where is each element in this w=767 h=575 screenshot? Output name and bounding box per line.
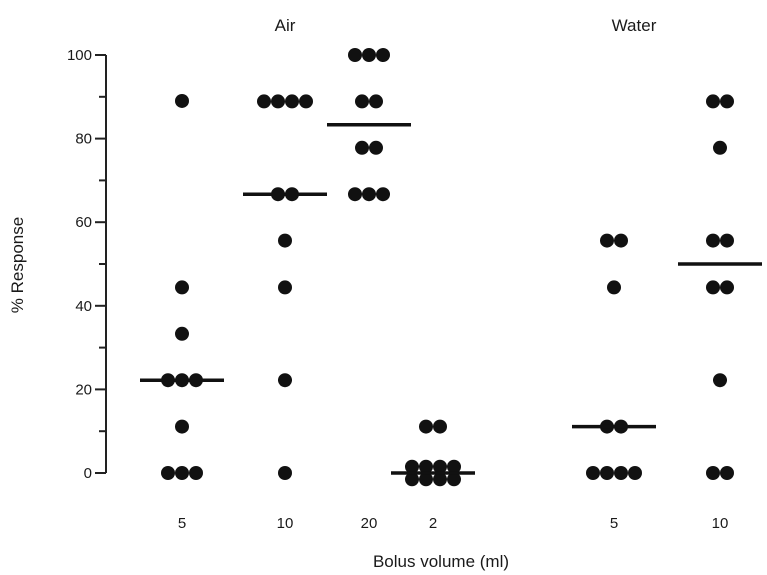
data-point <box>713 373 727 388</box>
data-point <box>419 472 433 487</box>
x-tick-label: 2 <box>429 515 437 532</box>
data-point <box>278 280 292 295</box>
data-point <box>720 466 734 480</box>
x-axis-label: Bolus volume (ml) <box>373 552 509 571</box>
data-point <box>720 94 734 109</box>
x-tick-label: 20 <box>361 515 378 532</box>
data-point <box>271 94 285 109</box>
x-tick-label: 10 <box>277 515 294 532</box>
y-tick-label: 40 <box>75 298 92 315</box>
data-point <box>362 48 376 62</box>
data-point <box>278 233 292 248</box>
data-point <box>433 472 447 487</box>
data-point <box>369 94 383 109</box>
data-point <box>175 326 189 341</box>
data-point <box>161 466 175 480</box>
data-point <box>706 233 720 248</box>
data-point <box>355 140 369 155</box>
data-point <box>447 459 461 474</box>
data-point <box>614 466 628 480</box>
data-point <box>285 94 299 109</box>
data-point <box>278 466 292 480</box>
category-labels: 5 10 20 2 5 10 <box>178 515 729 532</box>
data-point <box>706 280 720 295</box>
data-point <box>706 466 720 480</box>
y-axis: 0 20 40 60 80 100 <box>67 47 107 482</box>
data-point <box>175 419 189 434</box>
data-point <box>257 94 271 109</box>
data-point <box>419 419 433 434</box>
data-point <box>348 187 362 202</box>
x-tick-label: 5 <box>178 515 186 532</box>
data-point <box>433 459 447 474</box>
group-label-water: Water <box>612 16 657 35</box>
data-point <box>713 140 727 155</box>
data-point <box>376 187 390 202</box>
y-tick-label: 0 <box>84 465 92 482</box>
data-point <box>299 94 313 109</box>
data-point <box>706 94 720 109</box>
data-point <box>405 472 419 487</box>
data-point <box>586 466 600 480</box>
data-point <box>600 233 614 248</box>
data-point <box>362 187 376 202</box>
data-point <box>348 48 362 62</box>
data-point <box>614 233 628 248</box>
data-point <box>720 280 734 295</box>
y-tick-label: 20 <box>75 381 92 398</box>
data-point <box>600 466 614 480</box>
data-point <box>720 233 734 248</box>
data-point <box>433 419 447 434</box>
data-point <box>376 48 390 62</box>
median-lines <box>140 123 762 475</box>
group-label-air: Air <box>275 16 296 35</box>
data-point <box>607 280 621 295</box>
data-point <box>369 140 383 155</box>
data-point <box>447 472 461 487</box>
x-tick-label: 5 <box>610 515 618 532</box>
data-point <box>419 459 433 474</box>
y-tick-label: 60 <box>75 214 92 231</box>
data-point <box>355 94 369 109</box>
data-point <box>175 466 189 480</box>
data-point <box>175 280 189 295</box>
data-point <box>278 373 292 388</box>
y-tick-label: 80 <box>75 131 92 148</box>
y-tick-label: 100 <box>67 47 92 64</box>
x-tick-label: 10 <box>712 515 729 532</box>
data-point <box>175 93 189 108</box>
data-points <box>161 48 734 487</box>
y-axis-label: % Response <box>8 217 27 313</box>
data-point <box>189 466 203 480</box>
data-point <box>405 459 419 474</box>
data-point <box>628 466 642 480</box>
